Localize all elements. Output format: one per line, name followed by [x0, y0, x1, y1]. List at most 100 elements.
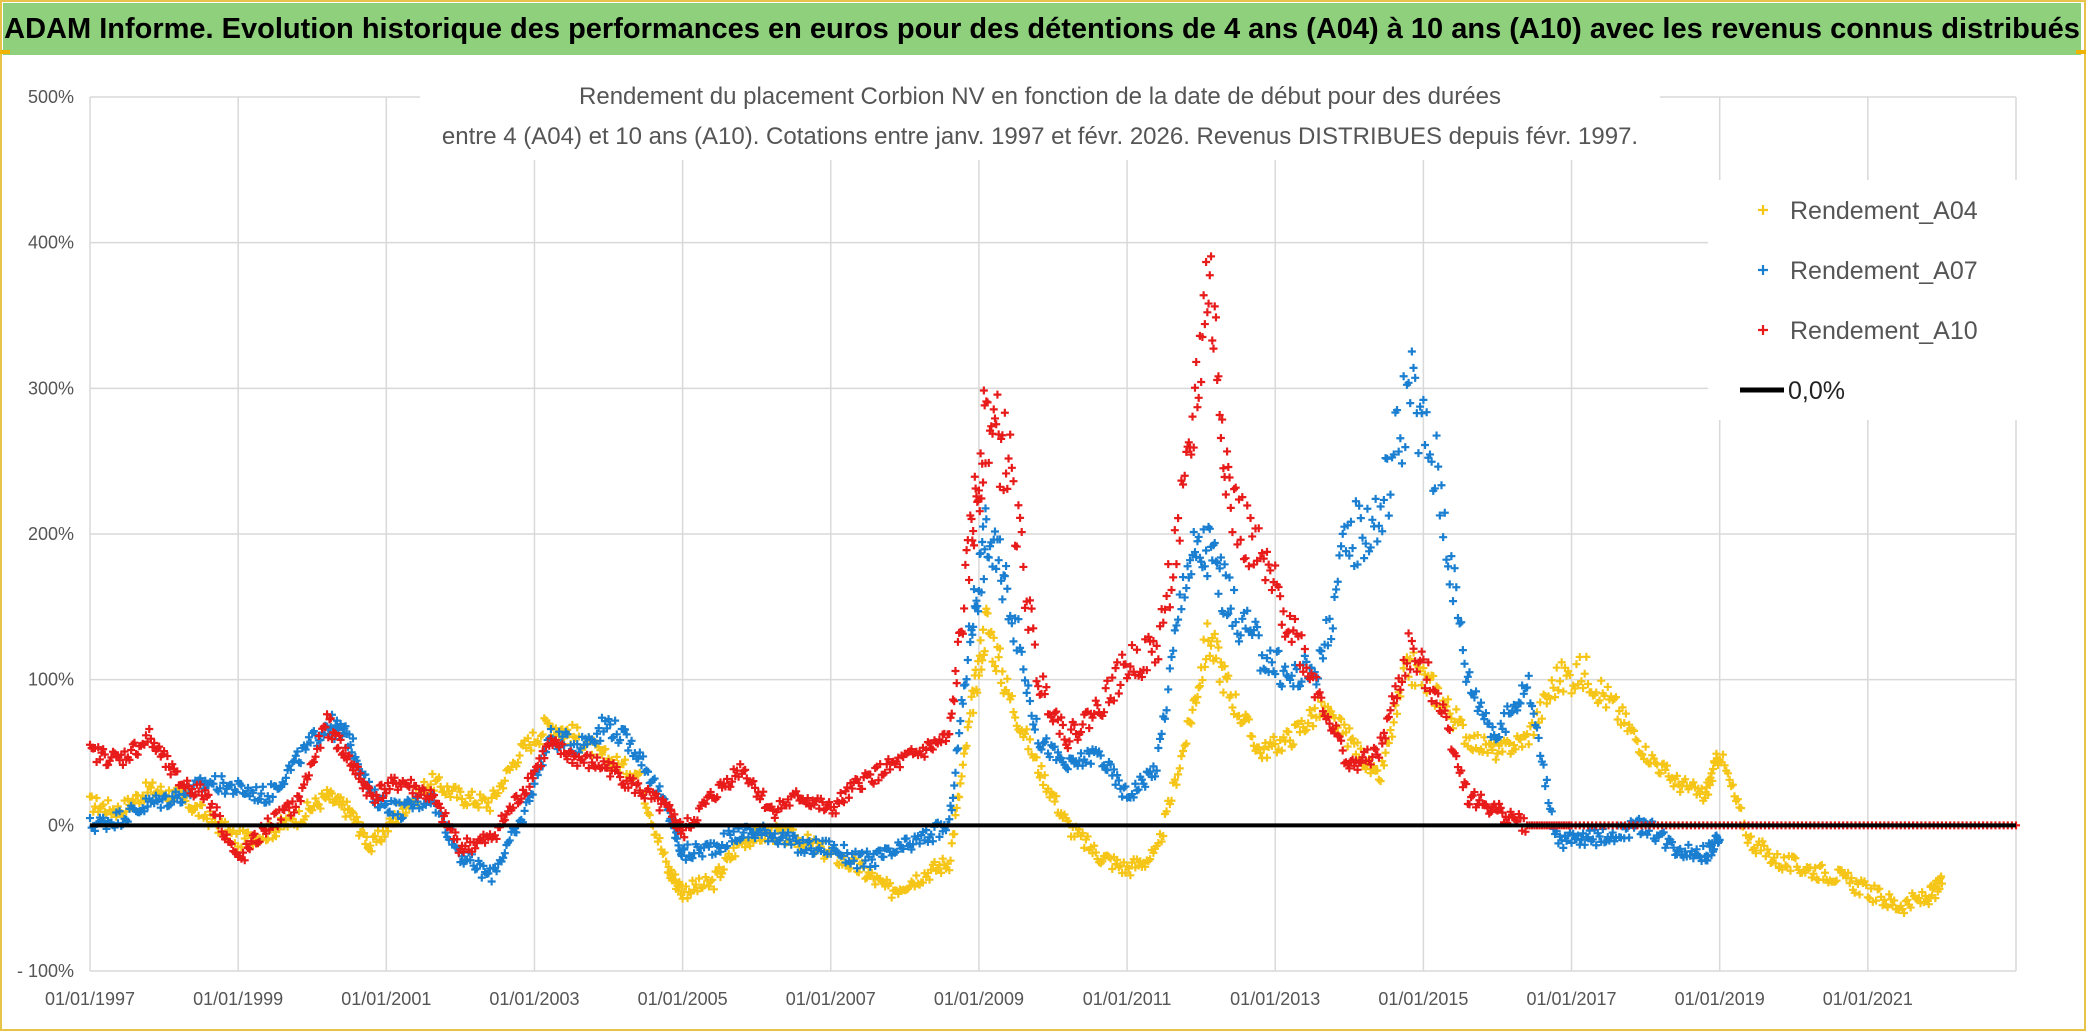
data-point [1254, 743, 1263, 752]
data-point [1715, 835, 1724, 844]
data-point [945, 866, 954, 875]
data-point [1584, 833, 1592, 842]
data-point [938, 854, 947, 863]
data-point [990, 414, 999, 423]
data-point [1126, 662, 1135, 671]
data-point [1389, 450, 1398, 459]
data-point [1353, 765, 1362, 774]
data-point [1221, 490, 1230, 499]
data-point [1167, 585, 1176, 594]
data-point [606, 720, 615, 729]
data-point [1277, 620, 1286, 629]
data-point [505, 836, 514, 845]
data-point [1251, 617, 1260, 626]
data-point [1034, 768, 1043, 777]
data-point [1121, 660, 1130, 669]
data-point [1286, 612, 1295, 621]
data-point [741, 765, 750, 774]
data-point [474, 803, 483, 812]
data-point [1383, 454, 1392, 463]
data-point [1559, 843, 1568, 852]
data-point [899, 844, 908, 853]
data-point [1034, 682, 1043, 691]
data-point [1157, 837, 1166, 846]
data-point [998, 667, 1007, 676]
data-point [1211, 313, 1220, 322]
data-point [869, 779, 878, 788]
x-tick-label: 01/01/2001 [341, 989, 431, 1009]
data-point [227, 780, 236, 789]
data-point [363, 782, 372, 791]
data-point [1039, 672, 1048, 681]
data-point [1199, 291, 1208, 300]
data-point [375, 803, 384, 812]
data-point [1014, 501, 1023, 510]
data-point [430, 791, 439, 800]
data-point [997, 576, 1006, 585]
data-point [1279, 607, 1288, 616]
data-point [997, 678, 1006, 687]
data-point [957, 772, 966, 781]
data-point [1890, 896, 1899, 905]
data-point [573, 761, 582, 770]
data-point [821, 804, 830, 813]
data-point [683, 814, 692, 823]
data-point [382, 789, 391, 798]
data-point [1040, 771, 1049, 780]
data-point [1042, 683, 1051, 692]
data-point [1006, 611, 1015, 620]
data-point [255, 837, 264, 846]
data-point [1501, 727, 1510, 736]
data-point [695, 874, 704, 883]
data-point [1389, 699, 1398, 708]
data-point [1457, 715, 1466, 724]
data-point [1248, 532, 1257, 541]
data-point [467, 787, 476, 796]
data-point [937, 868, 946, 877]
data-point [807, 844, 816, 853]
data-point [1579, 683, 1588, 692]
data-point [1809, 869, 1818, 878]
data-point [133, 750, 142, 759]
data-point [262, 829, 271, 838]
data-point [1259, 554, 1268, 563]
data-point [1104, 698, 1113, 707]
data-point [667, 805, 676, 814]
data-point [272, 832, 281, 841]
data-point [892, 757, 901, 766]
data-point [1635, 814, 1644, 823]
series-Rendement_A07 [86, 347, 1724, 886]
data-point [1536, 698, 1545, 707]
x-tick-label: 01/01/2015 [1378, 989, 1468, 1009]
data-point [99, 800, 108, 809]
data-point [1521, 827, 1530, 836]
data-point [1170, 626, 1179, 635]
data-point [739, 828, 748, 837]
data-point [1542, 775, 1551, 784]
data-point [1363, 504, 1372, 513]
data-point [1189, 443, 1198, 452]
data-point [1121, 782, 1130, 791]
data-point [1029, 624, 1038, 633]
data-point [968, 630, 977, 639]
data-point [1584, 679, 1592, 688]
data-point [1295, 661, 1304, 670]
data-point [393, 810, 402, 819]
y-tick-label: 200% [28, 524, 74, 544]
data-point [1407, 636, 1416, 645]
data-point [751, 834, 760, 843]
data-point [1651, 836, 1660, 845]
data-point [1330, 592, 1339, 601]
data-point [1211, 557, 1220, 566]
data-point [1198, 676, 1207, 685]
data-point [523, 734, 532, 743]
data-point [969, 527, 978, 536]
data-point [1567, 838, 1576, 847]
data-point [1261, 576, 1270, 585]
data-point [642, 803, 651, 812]
data-point [553, 738, 562, 747]
data-point [1230, 586, 1239, 595]
data-point [777, 833, 786, 842]
data-point [130, 738, 139, 747]
data-point [509, 803, 518, 812]
